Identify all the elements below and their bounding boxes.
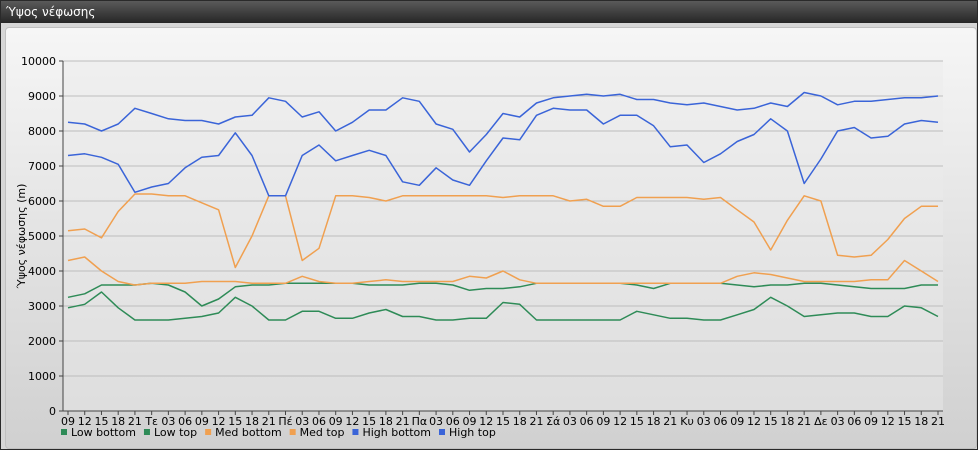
x-tick-label-19: 18 (379, 415, 393, 428)
x-tick-label-12: 21 (262, 415, 276, 428)
x-tick-label-24: 09 (463, 415, 477, 428)
x-tick-label-47: 06 (847, 415, 861, 428)
legend-swatch-med-bottom (205, 429, 212, 435)
x-tick-label-22: 03 (429, 415, 443, 428)
x-tick-label-25: 12 (479, 415, 493, 428)
legend-label-high-top: High top (449, 426, 496, 439)
x-tick-label-32: 09 (596, 415, 610, 428)
x-tick-label-8: 09 (195, 415, 209, 428)
series-line-med-bottom (67, 256, 939, 286)
x-tick-label-20: 21 (396, 415, 410, 428)
x-tick-label-39: 06 (714, 415, 728, 428)
x-tick-label-48: 09 (864, 415, 878, 428)
x-tick-label-34: 15 (630, 415, 644, 428)
legend-swatch-high-top (439, 429, 445, 435)
x-tick-label-10: 15 (228, 415, 242, 428)
series-line-low-bottom (67, 291, 939, 321)
x-tick-label-51: 18 (914, 415, 928, 428)
x-tick-label-4: 21 (128, 415, 142, 428)
x-tick-label-50: 15 (898, 415, 912, 428)
x-tick-label-38: 03 (697, 415, 711, 428)
x-tick-label-13: Πέ (278, 415, 292, 428)
x-tick-label-40: 09 (730, 415, 744, 428)
x-tick-label-1: 12 (78, 415, 92, 428)
x-tick-label-31: 06 (580, 415, 594, 428)
x-tick-label-43: 18 (780, 415, 794, 428)
x-tick-label-15: 06 (312, 415, 326, 428)
y-tick-label-0: 0 (49, 405, 56, 418)
x-tick-label-3: 18 (111, 415, 125, 428)
x-tick-label-18: 15 (362, 415, 376, 428)
legend-label-med-top: Med top (300, 426, 345, 439)
legend-label-low-bottom: Low bottom (71, 426, 136, 439)
x-tick-label-23: 06 (446, 415, 460, 428)
x-tick-label-11: 18 (245, 415, 259, 428)
x-tick-label-17: 12 (345, 415, 359, 428)
x-tick-label-42: 15 (764, 415, 778, 428)
x-tick-label-41: 12 (747, 415, 761, 428)
series-line-high-top (67, 91, 939, 153)
x-tick-label-30: 03 (563, 415, 577, 428)
x-tick-label-16: 09 (329, 415, 343, 428)
legend-swatch-high-bottom (352, 429, 359, 435)
x-tick-label-2: 15 (94, 415, 108, 428)
x-tick-label-0: 09 (61, 415, 75, 428)
x-tick-label-27: 18 (513, 415, 527, 428)
series-lines (67, 91, 939, 321)
chart-panel (5, 27, 977, 449)
x-tick-label-7: 06 (178, 415, 192, 428)
grid-lines (63, 60, 943, 412)
x-tick-label-36: 21 (663, 415, 677, 428)
window-title: Ύψος νέφωσης (6, 5, 96, 19)
y-tick-label-6: 6000 (28, 195, 56, 208)
axes (59, 60, 943, 415)
x-tick-label-35: 18 (647, 415, 661, 428)
x-tick-label-49: 12 (881, 415, 895, 428)
y-axis-label: Ύψος νέφωσης (m) (15, 184, 28, 290)
legend-label-low-top: Low top (154, 426, 197, 439)
x-tick-label-21: Πα (412, 415, 428, 428)
series-line-low-top (67, 282, 938, 307)
series-line-high-bottom (67, 107, 939, 197)
x-tick-label-14: 03 (295, 415, 309, 428)
x-tick-label-52: 21 (931, 415, 945, 428)
legend-swatch-low-top (143, 429, 150, 435)
y-tick-label-7: 7000 (28, 160, 56, 173)
series-line-med-top (67, 193, 938, 269)
legend-label-high-bottom: High bottom (362, 426, 431, 439)
legend-label-med-bottom: Med bottom (215, 426, 282, 439)
y-tick-label-8: 8000 (28, 125, 56, 138)
legend-swatch-low-bottom (61, 429, 67, 435)
x-tick-label-5: Τε (144, 415, 158, 428)
x-tick-label-29: Σά (546, 415, 560, 428)
y-tick-labels: 0 1000 2000 3000 4000 5000 6000 7000 8000 9000 100… (21, 55, 56, 418)
x-tick-label-26: 15 (496, 415, 510, 428)
legend-swatch-med-top (289, 429, 296, 435)
x-tick-label-9: 12 (212, 415, 226, 428)
y-tick-label-5: 5000 (28, 230, 56, 243)
y-tick-label-4: 4000 (28, 265, 56, 278)
y-tick-label-3: 3000 (28, 300, 56, 313)
x-tick-label-28: 21 (529, 415, 543, 428)
x-tick-label-45: Δε (814, 415, 828, 428)
x-tick-label-6: 03 (161, 415, 175, 428)
x-tick-label-37: Κυ (680, 415, 694, 428)
legend: Low bottom Low top Med bottom Med top High b… (61, 426, 496, 439)
y-tick-label-2: 2000 (28, 335, 56, 348)
y-tick-label-1: 1000 (28, 370, 56, 383)
x-tick-labels: 09 12 15 18 21 Τε 03 06 09 12 15 18 21 Πέ 03 06 09 12 15 18… (61, 415, 945, 428)
x-tick-label-46: 03 (831, 415, 845, 428)
y-tick-label-10: 10000 (21, 55, 56, 68)
x-tick-label-33: 12 (613, 415, 627, 428)
x-tick-label-44: 21 (797, 415, 811, 428)
title-bar: Ύψος νέφωσης (1, 1, 977, 23)
y-tick-label-9: 9000 (28, 90, 56, 103)
